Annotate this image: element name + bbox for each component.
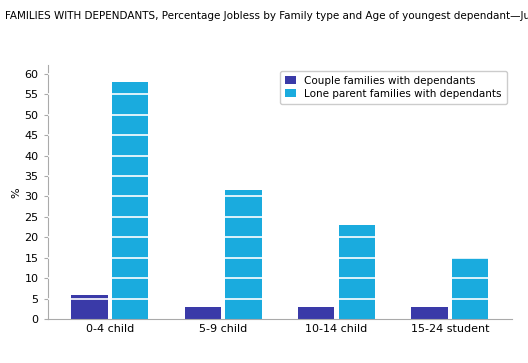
Bar: [112, 82, 148, 319]
Legend: Couple families with dependants, Lone parent families with dependants: Couple families with dependants, Lone pa…: [280, 70, 507, 104]
Bar: [411, 307, 448, 319]
Bar: [185, 307, 221, 319]
Bar: [339, 225, 375, 319]
Bar: [225, 190, 262, 319]
Bar: [71, 295, 108, 319]
Bar: [452, 258, 488, 319]
Bar: [298, 307, 334, 319]
Text: FAMILIES WITH DEPENDANTS, Percentage Jobless by Family type and Age of youngest : FAMILIES WITH DEPENDANTS, Percentage Job…: [5, 11, 528, 21]
Y-axis label: %: %: [12, 187, 22, 198]
